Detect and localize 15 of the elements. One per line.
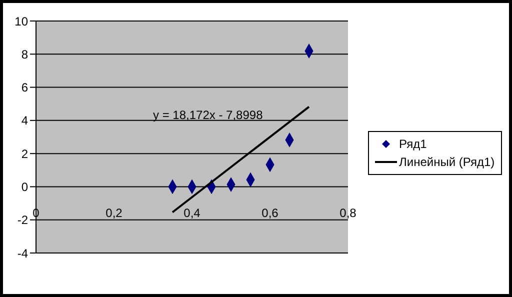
- x-tick-label: 0,8: [340, 206, 357, 220]
- x-tick-label: 0,6: [262, 206, 279, 220]
- y-tick-label: -4: [17, 246, 28, 260]
- y-tick-label: 2: [21, 146, 28, 161]
- y-tick-label: 0: [21, 180, 28, 194]
- legend-label: Линейный (Ряд1): [399, 154, 495, 171]
- y-tick-label: 6: [21, 80, 28, 95]
- y-tick-label: -2: [17, 213, 28, 228]
- annotation: y = 18,172x - 7,8998: [153, 108, 264, 122]
- y-tick-label: 4: [21, 114, 28, 128]
- x-tick-label: 0,2: [106, 206, 123, 220]
- y-tick-label: 8: [21, 47, 28, 62]
- y-tick-label: 10: [14, 14, 28, 28]
- x-tick-label: 0,4: [184, 206, 201, 220]
- legend-label: Ряд1: [399, 136, 427, 153]
